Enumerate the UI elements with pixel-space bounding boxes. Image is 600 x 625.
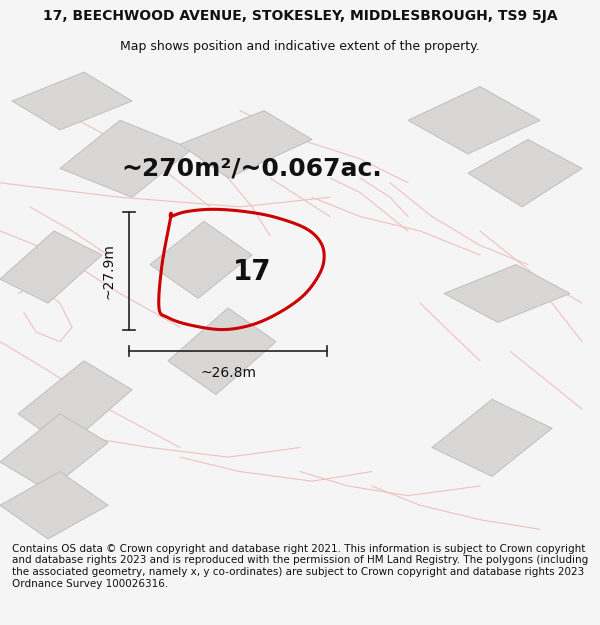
Polygon shape	[0, 231, 102, 303]
Text: ~27.9m: ~27.9m	[101, 242, 115, 299]
Polygon shape	[0, 414, 108, 491]
Polygon shape	[60, 120, 192, 198]
Text: ~270m²/~0.067ac.: ~270m²/~0.067ac.	[122, 156, 382, 181]
Polygon shape	[468, 139, 582, 207]
Text: ~26.8m: ~26.8m	[200, 366, 256, 380]
Polygon shape	[444, 264, 570, 322]
Polygon shape	[18, 361, 132, 448]
Polygon shape	[168, 308, 276, 394]
Text: Contains OS data © Crown copyright and database right 2021. This information is : Contains OS data © Crown copyright and d…	[12, 544, 588, 589]
Polygon shape	[150, 221, 252, 298]
Text: Map shows position and indicative extent of the property.: Map shows position and indicative extent…	[120, 41, 480, 53]
Polygon shape	[12, 72, 132, 130]
Polygon shape	[180, 111, 312, 178]
Text: 17: 17	[233, 258, 271, 286]
Polygon shape	[432, 399, 552, 476]
Text: 17, BEECHWOOD AVENUE, STOKESLEY, MIDDLESBROUGH, TS9 5JA: 17, BEECHWOOD AVENUE, STOKESLEY, MIDDLES…	[43, 9, 557, 22]
Polygon shape	[408, 86, 540, 154]
Polygon shape	[0, 471, 108, 539]
